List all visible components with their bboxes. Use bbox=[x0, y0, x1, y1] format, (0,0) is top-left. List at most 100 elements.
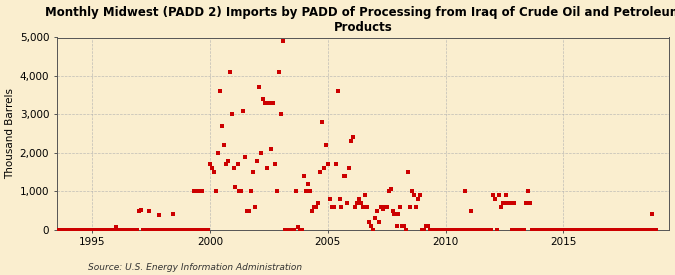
Point bbox=[144, 209, 155, 214]
Point bbox=[589, 228, 600, 232]
Point bbox=[630, 228, 641, 232]
Point bbox=[130, 228, 140, 232]
Point bbox=[165, 228, 176, 232]
Point bbox=[310, 205, 321, 209]
Point bbox=[521, 201, 532, 205]
Point bbox=[383, 189, 394, 194]
Point bbox=[541, 228, 551, 232]
Point bbox=[136, 208, 146, 212]
Point bbox=[529, 228, 539, 232]
Point bbox=[211, 189, 221, 194]
Point bbox=[458, 228, 468, 232]
Point bbox=[562, 228, 573, 232]
Point bbox=[358, 205, 369, 209]
Point bbox=[433, 228, 443, 232]
Point bbox=[230, 185, 241, 190]
Point bbox=[381, 205, 392, 209]
Point bbox=[295, 228, 306, 232]
Point bbox=[120, 228, 131, 232]
Point bbox=[287, 228, 298, 232]
Point bbox=[645, 228, 655, 232]
Point bbox=[535, 228, 545, 232]
Point bbox=[148, 228, 159, 232]
Point bbox=[409, 193, 420, 197]
Point bbox=[169, 228, 180, 232]
Point bbox=[648, 228, 659, 232]
Point bbox=[132, 228, 143, 232]
Point bbox=[187, 228, 198, 232]
Point bbox=[116, 228, 127, 232]
Point bbox=[544, 228, 555, 232]
Point bbox=[289, 228, 300, 232]
Point bbox=[485, 228, 496, 232]
Point bbox=[509, 201, 520, 205]
Point bbox=[207, 166, 217, 170]
Point bbox=[213, 151, 223, 155]
Point bbox=[582, 228, 593, 232]
Point bbox=[434, 228, 445, 232]
Point bbox=[416, 228, 427, 232]
Point bbox=[42, 228, 53, 232]
Point bbox=[83, 228, 94, 232]
Point bbox=[548, 228, 559, 232]
Point bbox=[576, 228, 587, 232]
Point bbox=[111, 225, 122, 230]
Point bbox=[324, 197, 335, 201]
Point bbox=[554, 228, 565, 232]
Point bbox=[615, 228, 626, 232]
Point bbox=[321, 143, 331, 147]
Point bbox=[336, 205, 347, 209]
Point bbox=[152, 228, 163, 232]
Point bbox=[603, 228, 614, 232]
Point bbox=[303, 182, 314, 186]
Point bbox=[537, 228, 547, 232]
Point bbox=[371, 208, 382, 213]
Point bbox=[611, 228, 622, 232]
Point bbox=[91, 228, 102, 232]
Point bbox=[167, 212, 178, 217]
Point bbox=[366, 224, 377, 228]
Point bbox=[267, 101, 278, 105]
Point bbox=[570, 228, 580, 232]
Point bbox=[44, 228, 55, 232]
Point bbox=[173, 228, 184, 232]
Point bbox=[299, 174, 310, 178]
Point bbox=[593, 228, 604, 232]
Point bbox=[446, 228, 457, 232]
Point bbox=[580, 228, 591, 232]
Point bbox=[385, 187, 396, 192]
Point bbox=[301, 189, 312, 194]
Point bbox=[578, 228, 589, 232]
Point bbox=[340, 174, 351, 178]
Point bbox=[597, 228, 608, 232]
Point bbox=[405, 205, 416, 209]
Point bbox=[179, 228, 190, 232]
Point bbox=[462, 228, 472, 232]
Point bbox=[526, 228, 537, 232]
Point bbox=[236, 189, 247, 194]
Point bbox=[418, 228, 429, 232]
Point bbox=[81, 228, 92, 232]
Point bbox=[200, 228, 211, 232]
Point bbox=[215, 89, 225, 94]
Point bbox=[47, 228, 58, 232]
Point bbox=[97, 228, 107, 232]
Point bbox=[161, 228, 172, 232]
Point bbox=[63, 228, 74, 232]
Point bbox=[539, 228, 549, 232]
Point bbox=[591, 228, 602, 232]
Point bbox=[425, 228, 435, 232]
Point bbox=[568, 228, 578, 232]
Point bbox=[427, 228, 437, 232]
Point bbox=[254, 85, 265, 90]
Point bbox=[122, 228, 133, 232]
Point bbox=[323, 162, 333, 167]
Point bbox=[262, 166, 273, 170]
Point bbox=[566, 228, 576, 232]
Point bbox=[69, 228, 80, 232]
Point bbox=[438, 228, 449, 232]
Point bbox=[150, 228, 161, 232]
Point bbox=[252, 158, 263, 163]
Point bbox=[452, 228, 463, 232]
Point bbox=[61, 228, 72, 232]
